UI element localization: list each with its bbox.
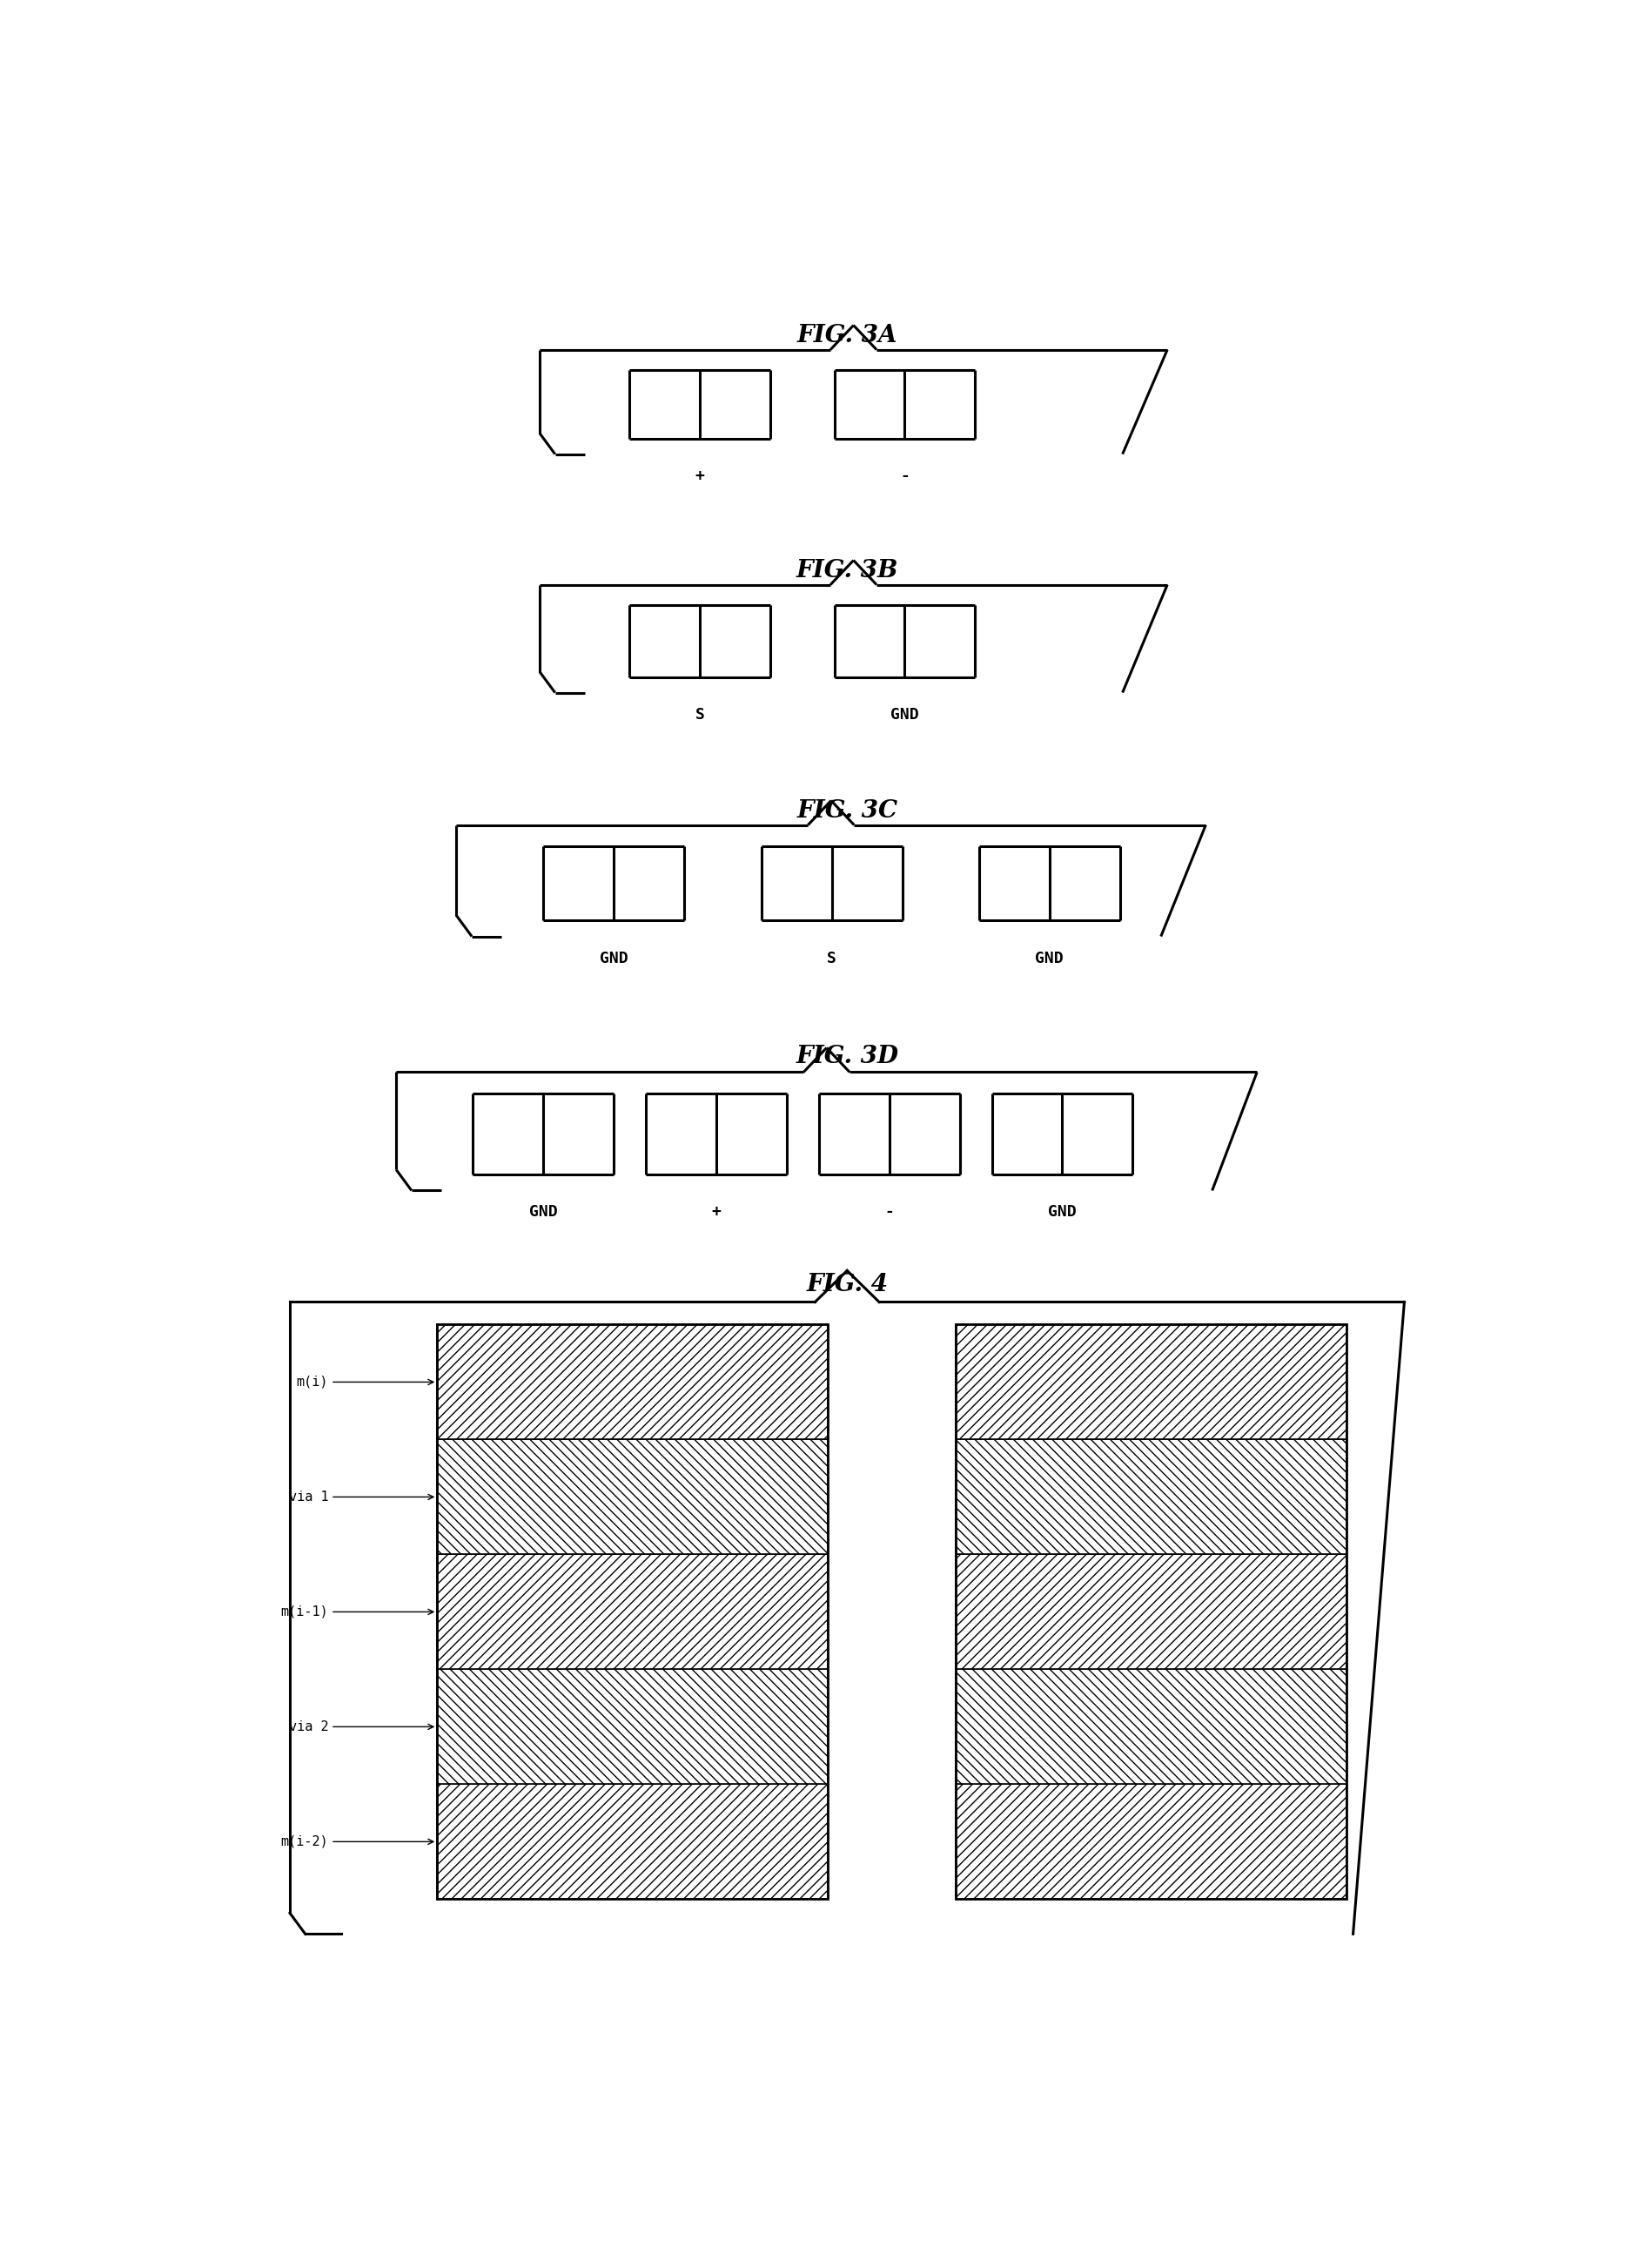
Bar bbox=[955, 1553, 1346, 1669]
Bar bbox=[436, 1325, 828, 1440]
Text: +: + bbox=[712, 1205, 720, 1221]
Text: GND: GND bbox=[600, 950, 628, 965]
Text: +: + bbox=[695, 468, 704, 484]
Text: m(i-1): m(i-1) bbox=[281, 1605, 433, 1619]
Bar bbox=[955, 1325, 1346, 1440]
Bar bbox=[436, 1325, 828, 1899]
Text: -: - bbox=[884, 1205, 894, 1221]
Text: S: S bbox=[826, 950, 836, 965]
Text: FIG. 3C: FIG. 3C bbox=[796, 800, 897, 823]
Text: -: - bbox=[900, 468, 909, 484]
Bar bbox=[436, 1553, 828, 1669]
Text: FIG. 3D: FIG. 3D bbox=[795, 1045, 899, 1067]
Bar bbox=[436, 1440, 828, 1553]
Bar bbox=[955, 1784, 1346, 1899]
Text: GND: GND bbox=[890, 705, 919, 721]
Text: GND: GND bbox=[1034, 950, 1064, 965]
Text: FIG. 4: FIG. 4 bbox=[806, 1273, 887, 1296]
Text: GND: GND bbox=[529, 1205, 557, 1221]
Bar bbox=[436, 1784, 828, 1899]
Bar bbox=[955, 1669, 1346, 1784]
Text: FIG. 3B: FIG. 3B bbox=[796, 558, 897, 583]
Text: via 2: via 2 bbox=[289, 1721, 433, 1734]
Text: GND: GND bbox=[1047, 1205, 1075, 1221]
Text: m(i-2): m(i-2) bbox=[281, 1836, 433, 1847]
Text: S: S bbox=[695, 705, 704, 721]
Bar bbox=[955, 1440, 1346, 1553]
Text: m(i): m(i) bbox=[296, 1375, 433, 1388]
Text: FIG. 3A: FIG. 3A bbox=[796, 323, 897, 348]
Text: via 1: via 1 bbox=[289, 1490, 433, 1504]
Bar bbox=[436, 1669, 828, 1784]
Bar bbox=[955, 1325, 1346, 1899]
